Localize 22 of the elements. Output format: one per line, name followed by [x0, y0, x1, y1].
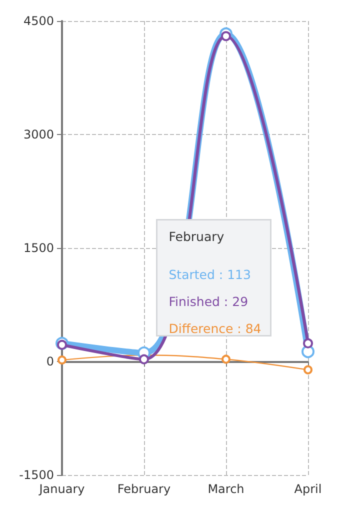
point	[222, 354, 230, 364]
series-label: Finished	[168, 294, 220, 309]
annotation: : 84	[237, 320, 262, 336]
x-tick-label: February	[117, 482, 171, 496]
y-tick-label: -1500	[19, 468, 54, 482]
y-tick-label: 1500	[23, 241, 54, 255]
y-tick-label: 0	[46, 354, 54, 368]
annotation: February	[168, 228, 225, 244]
series-label: Difference	[168, 320, 234, 336]
y-tick-label: 3000	[23, 128, 54, 142]
x-tick-label: March	[208, 482, 244, 496]
x-tick-label: January	[38, 482, 85, 496]
point	[303, 338, 313, 348]
annotation: : 113	[218, 266, 251, 282]
point	[57, 340, 67, 350]
point	[304, 365, 312, 374]
y-tick-label: 4500	[23, 14, 54, 28]
point	[221, 31, 231, 42]
annotation: : 29	[224, 294, 248, 309]
point	[139, 354, 149, 364]
series-label: Started	[168, 266, 215, 282]
x-tick-label: April	[294, 482, 322, 496]
